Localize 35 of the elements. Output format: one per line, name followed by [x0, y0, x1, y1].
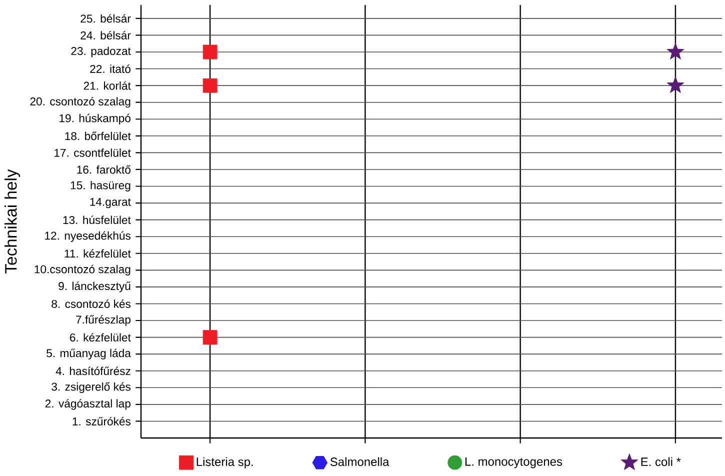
- y-tick-label: 20. csontozó szalag: [30, 96, 130, 108]
- y-tick-label: 13. húsfelület: [63, 216, 131, 224]
- legend-label: L. monocytogenes: [465, 457, 562, 468]
- y-tick-label: 21. korlát: [84, 81, 131, 90]
- y-tick-label: 8. csontozó kés: [52, 300, 131, 308]
- y-tick-label: 10.csontozó szalag: [34, 264, 130, 276]
- y-tick-label: 2. vágóasztal lap: [45, 399, 130, 410]
- y-tick-label: 7.fűrészlap: [76, 315, 130, 326]
- y-tick-label: 12. nyesedékhús: [45, 231, 131, 242]
- y-tick-label: 25. bélsár: [80, 14, 131, 23]
- y-tick-label: 6. kézfelület: [70, 333, 131, 342]
- y-tick-label: 11. kézfelület: [64, 249, 131, 258]
- y-tick-label: 17. csontfelület: [54, 148, 131, 157]
- point: [666, 43, 684, 60]
- y-tick-label: 15. hasüreg: [70, 180, 130, 192]
- y-tick-label: 16. faroktő: [77, 165, 130, 174]
- y-axis-title: Technikai hely: [4, 169, 20, 274]
- point: [202, 44, 218, 60]
- point: [202, 78, 218, 93]
- legend-label: Listeria sp.: [196, 457, 253, 468]
- y-tick-label: 5. műanyag láda: [46, 348, 131, 360]
- point: [202, 330, 218, 345]
- legend-label: E. coli *: [641, 457, 681, 466]
- y-tick-label: 22. itató: [90, 64, 130, 73]
- legend-label: Salmonella: [330, 457, 390, 466]
- y-tick-label: 14.garat: [90, 198, 131, 208]
- point: [666, 76, 684, 93]
- y-tick-label: 3. zsigerelő kés: [52, 382, 131, 393]
- y-tick-label: 4. hasítófűrész: [56, 366, 130, 376]
- y-tick-label: 9. lánckesztyű: [58, 282, 130, 292]
- y-tick-label: 18. bőrfelület: [65, 132, 131, 140]
- y-tick-label: 24. bélsár: [80, 30, 131, 40]
- y-tick-label: 23. padozat: [71, 46, 131, 58]
- y-tick-label: 19. húskampó: [60, 114, 130, 124]
- y-tick-label: 1. szűrókés: [72, 416, 131, 426]
